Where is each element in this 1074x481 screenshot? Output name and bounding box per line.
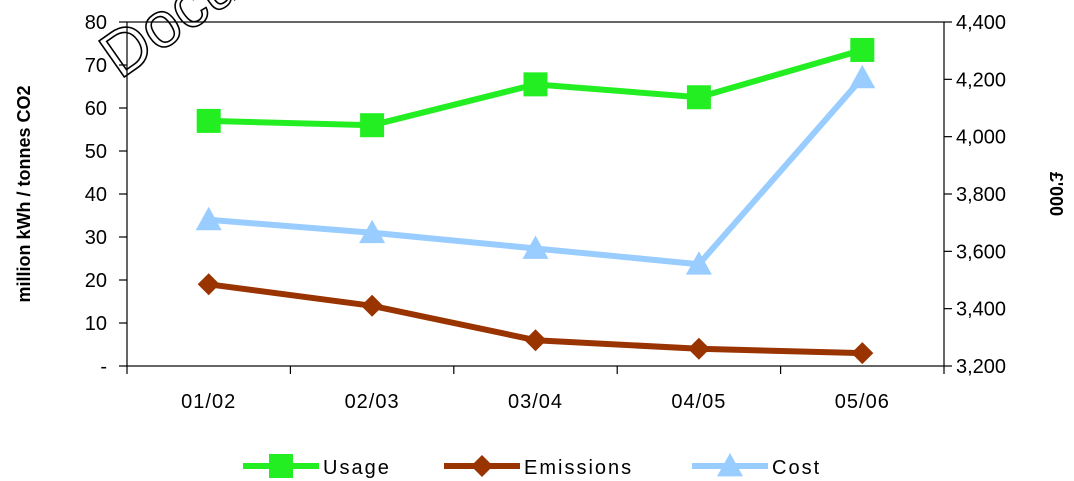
legend-item-emissions: Emissions: [444, 455, 633, 479]
data-point-cost: [849, 64, 876, 89]
x-tick-label: 02/03: [345, 391, 400, 413]
left-axis-title: million kWh / tonnes CO2: [14, 85, 34, 302]
left-tick-label: 60: [85, 98, 107, 120]
left-tick-label: 70: [85, 55, 107, 77]
x-tick-label: 01/02: [181, 391, 236, 413]
x-tick-label: 04/05: [671, 391, 726, 413]
legend-marker: [269, 454, 293, 478]
right-tick-label: 4,200: [956, 69, 1006, 91]
legend-item-cost: Cost: [692, 453, 821, 479]
chart-legend: Usage Emissions Cost: [243, 453, 821, 479]
right-tick-label: 4,000: [956, 127, 1006, 149]
left-tick-label: 30: [85, 227, 107, 249]
legend-label: Emissions: [524, 457, 633, 479]
left-tick-label: 80: [85, 12, 107, 34]
left-tick-label: 10: [85, 313, 107, 335]
left-tick-label: 20: [85, 270, 107, 292]
left-tick-label: 50: [85, 141, 107, 163]
right-tick-label: 3,600: [956, 241, 1006, 263]
right-tick-label: 3,400: [956, 299, 1006, 321]
left-tick-label: 40: [85, 184, 107, 206]
chart-axes: 01/02 02/03 03/04 04/05 05/06 - 10 20 30 40 50 60 70…: [85, 12, 1006, 413]
data-point-emissions: [197, 273, 220, 296]
x-tick-label: 05/06: [835, 391, 890, 413]
left-tick-label: -: [100, 356, 107, 378]
data-point-usage: [850, 37, 875, 62]
legend-marker: [471, 455, 493, 477]
right-tick-label: 4,400: [956, 12, 1006, 34]
legend-label: Usage: [323, 457, 391, 479]
data-point-usage: [360, 113, 385, 138]
data-point-usage: [686, 85, 711, 110]
data-point-usage: [196, 108, 221, 133]
right-tick-label: 3,200: [956, 356, 1006, 378]
data-point-cost: [359, 219, 386, 244]
data-point-cost: [685, 251, 712, 275]
series-cost: [195, 64, 876, 275]
legend-label: Cost: [772, 457, 821, 479]
data-point-usage: [523, 72, 548, 97]
data-point-cost: [195, 206, 222, 231]
right-tick-label: 3,800: [956, 184, 1006, 206]
data-point-emissions: [851, 342, 874, 365]
right-axis-title: £'000: [1046, 172, 1066, 216]
series-usage: [196, 37, 875, 138]
data-point-emissions: [524, 329, 547, 352]
legend-item-usage: Usage: [243, 454, 391, 479]
series-emissions: [197, 273, 874, 365]
data-point-cost: [522, 235, 549, 259]
data-point-emissions: [361, 294, 384, 317]
watermark-text: Document: [87, 0, 367, 91]
legend-marker: [717, 453, 743, 477]
chart-plot-area: [195, 37, 876, 365]
data-point-emissions: [687, 337, 710, 360]
x-tick-label: 03/04: [508, 391, 563, 413]
